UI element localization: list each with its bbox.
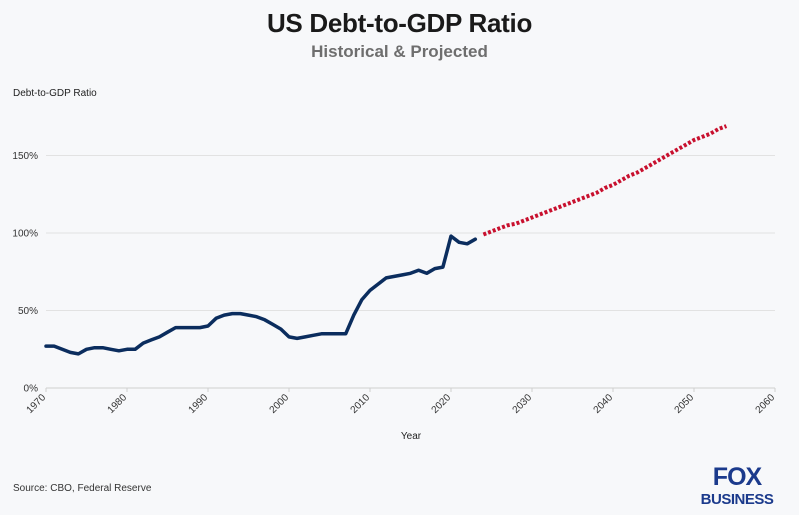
x-tick-label: 2040 (592, 392, 616, 416)
y-tick-label: 100% (12, 229, 38, 240)
historical-series-line (44, 234, 478, 356)
x-tick-label: 2000 (268, 392, 292, 416)
fox-business-logo: FOX BUSINESS (701, 463, 775, 508)
y-axis-label: Debt-to-GDP Ratio (13, 88, 97, 99)
y-tick-label: 150% (12, 151, 38, 162)
projected-series-line (482, 124, 728, 237)
chart-title: US Debt-to-GDP Ratio (266, 8, 533, 38)
x-tick-labels: 1970 1980 1990 2000 2010 2020 2030 2040 2050 2060 (25, 388, 778, 416)
series-lines (44, 124, 728, 356)
logo-line2: BUSINESS (701, 491, 774, 508)
x-tick-label: 2060 (754, 392, 778, 416)
y-tick-labels: 0% 50% 100% 150% (12, 151, 38, 395)
y-gridlines (46, 155, 775, 311)
x-tick-label: 2010 (349, 392, 373, 416)
y-tick-label: 0% (24, 384, 39, 395)
x-tick-label: 1980 (106, 392, 130, 416)
x-tick-label: 2030 (511, 392, 535, 416)
x-tick-label: 2050 (673, 392, 697, 416)
y-tick-label: 50% (18, 306, 38, 317)
x-tick-label: 2020 (430, 392, 454, 416)
x-tick-label: 1970 (25, 392, 49, 416)
chart-subtitle: Historical & Projected (311, 42, 488, 61)
source-note: Source: CBO, Federal Reserve (13, 483, 152, 494)
x-tick-label: 1990 (187, 392, 211, 416)
logo-line1: FOX (713, 463, 763, 491)
x-axis-label: Year (401, 431, 422, 442)
